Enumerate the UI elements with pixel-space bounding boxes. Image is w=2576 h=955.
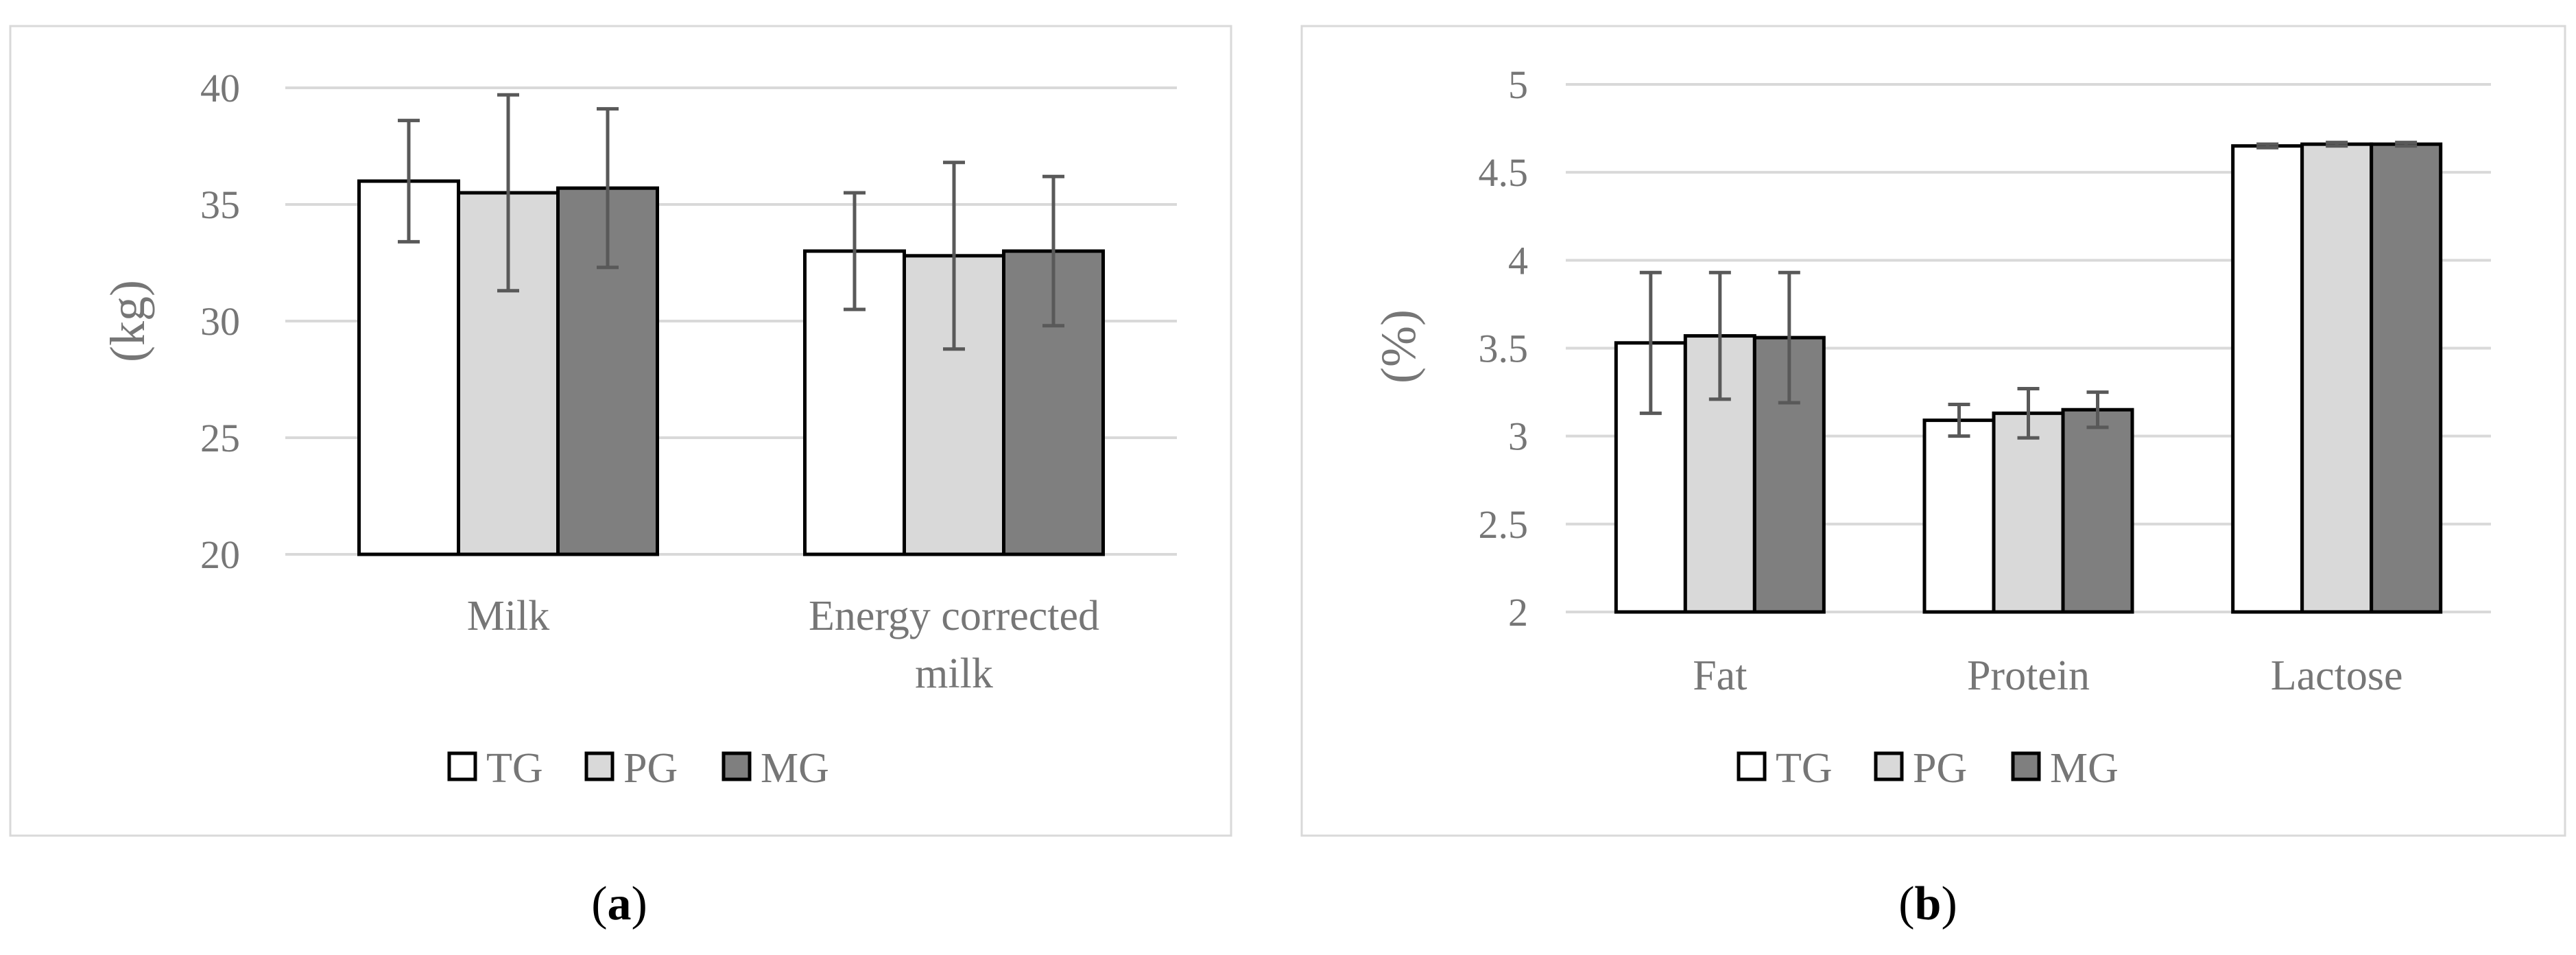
chart-panel-a: 20 25 30 35 40 (kg) Milk Energy corrected milk TG… bbox=[9, 25, 1232, 930]
bar-MG bbox=[2370, 142, 2443, 614]
y-tick-label: 35 bbox=[200, 182, 240, 227]
panel-label: (b) bbox=[1898, 877, 1957, 930]
x-category-label: Milk bbox=[467, 593, 550, 639]
legend-label-PG: PG bbox=[1913, 745, 1967, 792]
legend-swatch-MG bbox=[721, 751, 752, 781]
legend-label-TG: TG bbox=[486, 745, 543, 792]
y-axis-label: (kg) bbox=[100, 280, 155, 362]
bar-PG bbox=[1992, 411, 2065, 614]
legend-swatch-TG bbox=[1737, 751, 1767, 781]
legend-swatch-TG bbox=[447, 751, 477, 781]
bar-MG bbox=[2061, 408, 2134, 614]
y-tick-label: 4.5 bbox=[1479, 150, 1529, 195]
y-tick-label: 5 bbox=[1508, 62, 1528, 107]
y-tick-label: 3.5 bbox=[1479, 327, 1529, 371]
legend-label-TG: TG bbox=[1776, 745, 1833, 792]
panel-label: (a) bbox=[591, 877, 647, 930]
legend-swatch-PG bbox=[1874, 751, 1904, 781]
legend-label-MG: MG bbox=[2050, 745, 2119, 792]
y-tick-label: 40 bbox=[200, 66, 240, 110]
y-tick-label: 2.5 bbox=[1479, 502, 1529, 547]
y-tick-label: 20 bbox=[200, 532, 240, 577]
chart-panel-b: 2 2.5 3 3.5 4 4.5 5 (%) Fat Protein Lactose TG PG MG (… bbox=[1300, 25, 2566, 930]
legend-label-PG: PG bbox=[623, 745, 678, 792]
bar-TG bbox=[1922, 418, 1996, 614]
legend-swatch-PG bbox=[584, 751, 615, 781]
y-tick-label: 2 bbox=[1508, 590, 1528, 635]
bar-TG bbox=[357, 179, 460, 556]
bar-PG bbox=[2300, 142, 2374, 614]
y-tick-label: 3 bbox=[1508, 414, 1528, 459]
y-tick-label: 4 bbox=[1508, 238, 1528, 283]
x-category-label: milk bbox=[915, 650, 993, 697]
legend-label-MG: MG bbox=[761, 745, 829, 792]
x-category-label: Energy corrected bbox=[809, 593, 1099, 639]
x-category-label: Lactose bbox=[2271, 652, 2403, 699]
y-tick-label: 25 bbox=[200, 416, 240, 460]
y-axis-label: (%) bbox=[1371, 309, 1426, 384]
x-category-label: Fat bbox=[1693, 652, 1747, 699]
y-tick-label: 30 bbox=[200, 299, 240, 344]
bar-TG bbox=[2231, 144, 2304, 614]
x-category-label: Protein bbox=[1967, 652, 2090, 699]
legend-swatch-MG bbox=[2011, 751, 2041, 781]
